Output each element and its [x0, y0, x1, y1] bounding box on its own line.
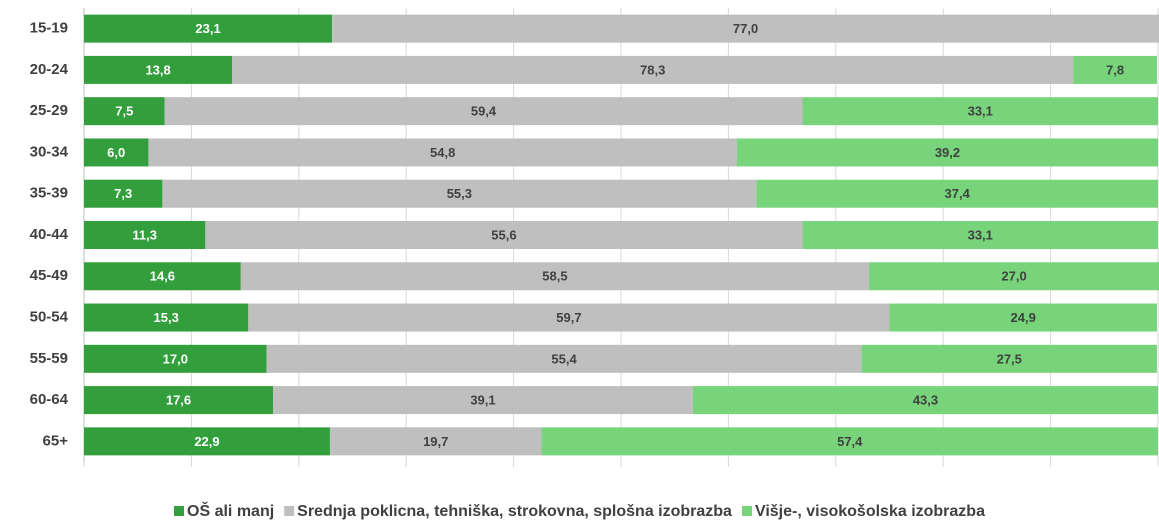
- y-tick-label: 30-34: [30, 143, 69, 160]
- bar: [84, 97, 165, 126]
- value-label: 14,6: [150, 269, 175, 284]
- value-label: 77,0: [733, 21, 758, 36]
- bar: [84, 386, 274, 415]
- value-label: 17,6: [166, 393, 191, 408]
- value-label: 59,7: [556, 310, 581, 325]
- value-label: 22,9: [194, 434, 219, 449]
- value-label: 59,4: [471, 104, 497, 119]
- legend-swatch: [174, 506, 185, 516]
- legend-swatch: [284, 506, 295, 516]
- value-label: 7,3: [114, 186, 132, 201]
- bar: [205, 221, 803, 249]
- bar: [148, 138, 737, 167]
- value-label: 27,5: [997, 351, 1022, 366]
- value-label: 39,1: [470, 393, 495, 408]
- bar: [240, 262, 870, 291]
- y-tick-label: 15-19: [30, 20, 68, 37]
- bar: [802, 221, 1158, 249]
- y-tick-label: 50-54: [30, 309, 69, 326]
- value-label: 27,0: [1001, 269, 1026, 284]
- legend-label: OŠ ali manj: [187, 501, 274, 520]
- bar: [84, 262, 241, 291]
- bar: [84, 179, 163, 208]
- bar: [232, 55, 1074, 84]
- legend-swatch: [741, 506, 752, 516]
- value-label: 7,5: [115, 104, 133, 119]
- legend: OŠ ali manj Srednja poklicna, tehniška, s…: [174, 501, 985, 520]
- bar: [84, 221, 206, 249]
- bar: [332, 14, 1159, 43]
- bar: [84, 14, 333, 43]
- bar: [756, 179, 1158, 208]
- value-label: 58,5: [542, 269, 567, 284]
- bar: [869, 262, 1159, 291]
- bar: [802, 97, 1158, 126]
- bar: [889, 303, 1157, 332]
- bar: [329, 427, 542, 456]
- bar: [84, 427, 330, 456]
- value-label: 33,1: [968, 104, 993, 119]
- bar: [248, 303, 890, 332]
- value-label: 6,0: [107, 145, 125, 160]
- bar: [692, 386, 1158, 415]
- value-label: 55,4: [551, 351, 577, 366]
- value-label: 24,9: [1011, 310, 1036, 325]
- value-label: 37,4: [945, 186, 971, 201]
- legend-label: Srednja poklicna, tehniška, strokovna, s…: [297, 503, 732, 520]
- y-tick-label: 40-44: [30, 226, 69, 243]
- y-tick-label: 65+: [43, 432, 69, 449]
- bar: [266, 344, 862, 373]
- value-label: 55,6: [491, 227, 516, 242]
- bar: [1073, 55, 1157, 84]
- y-tick-label: 60-64: [30, 391, 69, 408]
- value-label: 78,3: [640, 62, 665, 77]
- bar: [273, 386, 693, 415]
- bar: [84, 55, 233, 84]
- value-label: 15,3: [154, 310, 179, 325]
- value-label: 43,3: [913, 393, 938, 408]
- y-tick-label: 55-59: [30, 350, 68, 367]
- value-label: 19,7: [423, 434, 448, 449]
- value-label: 7,8: [1106, 62, 1124, 77]
- value-label: 55,3: [447, 186, 472, 201]
- bar: [84, 138, 149, 167]
- value-label: 11,3: [132, 227, 157, 242]
- bar: [84, 303, 249, 332]
- bar: [736, 138, 1158, 167]
- value-label: 57,4: [837, 434, 863, 449]
- bar: [164, 97, 803, 126]
- value-label: 54,8: [430, 145, 455, 160]
- bar: [84, 344, 267, 373]
- y-tick-label: 25-29: [30, 102, 68, 119]
- bar: [861, 344, 1157, 373]
- y-tick-label: 20-24: [30, 61, 69, 78]
- y-tick-label: 45-49: [30, 267, 68, 284]
- value-label: 23,1: [195, 21, 220, 36]
- value-label: 13,8: [145, 62, 170, 77]
- y-tick-label: 35-39: [30, 185, 68, 202]
- value-label: 33,1: [968, 227, 993, 242]
- bar: [162, 179, 757, 208]
- value-label: 39,2: [935, 145, 960, 160]
- value-label: 17,0: [163, 351, 188, 366]
- legend-label: Višje-, visokošolska izobrazba: [755, 503, 985, 520]
- bar: [541, 427, 1158, 456]
